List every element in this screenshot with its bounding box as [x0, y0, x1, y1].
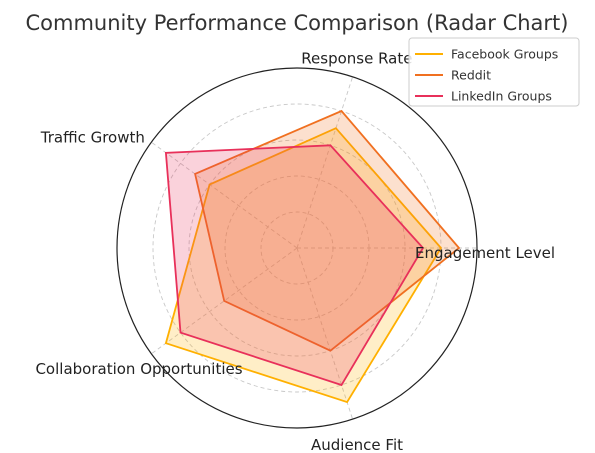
series-line: [164, 127, 443, 404]
axis-label: Response Rate: [301, 50, 412, 68]
series-line: [194, 109, 461, 352]
chart-title: Community Performance Comparison (Radar …: [26, 11, 569, 35]
legend-label: Reddit: [451, 68, 491, 83]
axis-labels: Engagement Level Response Rate Traffic Gro…: [35, 50, 555, 453]
legend-label: LinkedIn Groups: [451, 89, 552, 104]
series-line: [164, 144, 425, 387]
axis-spoke: [296, 76, 354, 249]
axis-label: Audience Fit: [311, 436, 403, 453]
axis-label: Traffic Growth: [40, 129, 145, 147]
legend: Facebook Groups Reddit LinkedIn Groups: [408, 37, 580, 107]
radar-series: [164, 109, 461, 404]
series-area: [195, 111, 459, 351]
axis-spoke: [151, 141, 298, 249]
axis-spoke: [151, 247, 298, 355]
legend-label: Facebook Groups: [451, 47, 558, 62]
legend-box: [408, 37, 580, 107]
outer-frame: [116, 67, 478, 429]
axis-label: Collaboration Opportunities: [35, 360, 242, 378]
axis-label: Engagement Level: [415, 244, 555, 262]
axis-spoke: [296, 247, 354, 420]
series-area: [165, 145, 423, 385]
